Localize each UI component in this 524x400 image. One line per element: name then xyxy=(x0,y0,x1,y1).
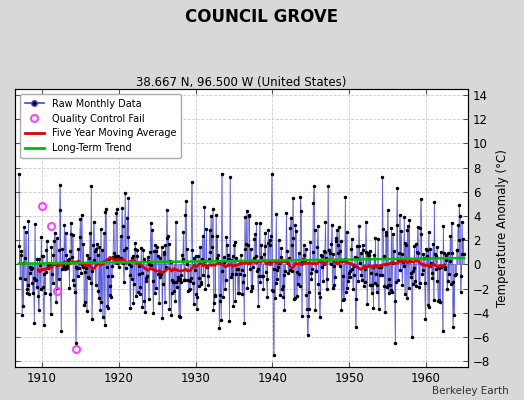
Y-axis label: Temperature Anomaly (°C): Temperature Anomaly (°C) xyxy=(496,149,509,307)
Legend: Raw Monthly Data, Quality Control Fail, Five Year Moving Average, Long-Term Tren: Raw Monthly Data, Quality Control Fail, … xyxy=(20,94,181,158)
Text: Berkeley Earth: Berkeley Earth xyxy=(432,386,508,396)
Title: 38.667 N, 96.500 W (United States): 38.667 N, 96.500 W (United States) xyxy=(136,76,347,89)
Text: COUNCIL GROVE: COUNCIL GROVE xyxy=(185,8,339,26)
